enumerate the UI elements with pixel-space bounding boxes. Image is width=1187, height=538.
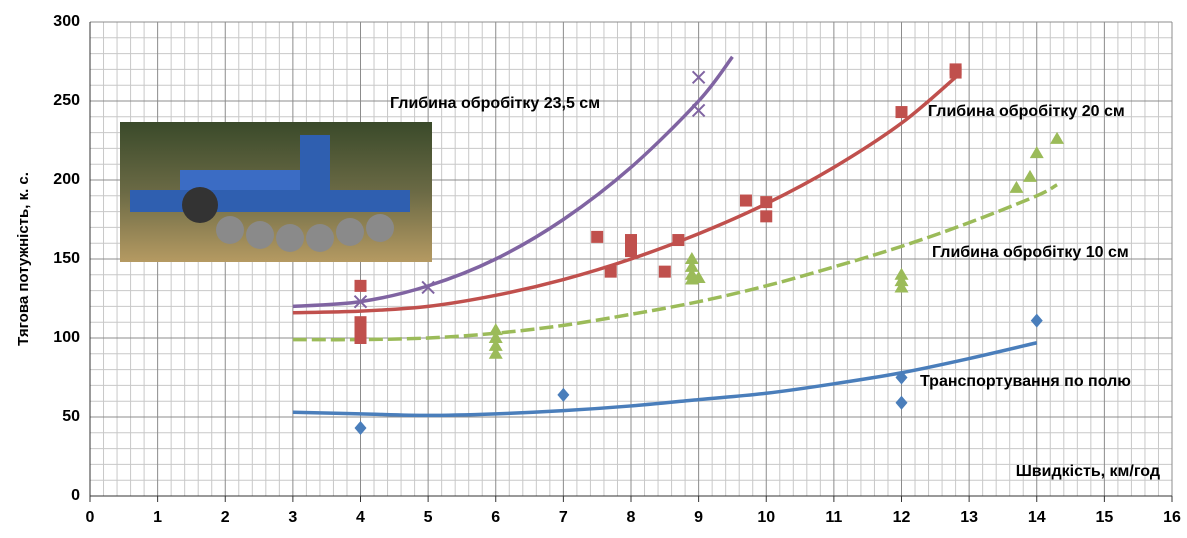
point <box>740 195 752 207</box>
x-axis-label: Швидкість, км/год <box>1016 463 1160 480</box>
x-tick-label: 15 <box>1095 509 1113 526</box>
photo <box>120 122 432 262</box>
x-tick-label: 11 <box>825 509 842 526</box>
point <box>557 388 569 402</box>
x-tick-label: 12 <box>893 509 911 526</box>
series-label: Глибина обробітку 23,5 см <box>390 95 600 112</box>
point <box>760 196 772 208</box>
series-label: Глибина обробітку 10 см <box>932 244 1129 261</box>
point <box>605 266 617 278</box>
point <box>591 231 603 243</box>
y-tick-label: 50 <box>62 408 80 425</box>
y-tick-label: 300 <box>53 13 80 30</box>
series-label: Глибина обробітку 20 см <box>928 103 1125 120</box>
y-tick-label: 150 <box>53 250 80 267</box>
x-tick-label: 3 <box>288 509 297 526</box>
point <box>896 106 908 118</box>
x-tick-label: 1 <box>153 509 162 526</box>
point <box>896 396 908 410</box>
x-tick-label: 16 <box>1163 509 1181 526</box>
point <box>760 210 772 222</box>
x-tick-label: 4 <box>356 509 365 526</box>
x-tick-label: 6 <box>491 509 500 526</box>
point <box>1031 314 1043 328</box>
point <box>950 67 962 79</box>
x-tick-label: 2 <box>221 509 230 526</box>
point <box>659 266 671 278</box>
point <box>1009 181 1023 193</box>
point <box>355 332 367 344</box>
y-tick-label: 200 <box>53 171 80 188</box>
x-tick-label: 10 <box>757 509 775 526</box>
point <box>1050 132 1064 144</box>
x-tick-label: 0 <box>86 509 95 526</box>
x-tick-label: 7 <box>559 509 568 526</box>
x-tick-label: 9 <box>694 509 703 526</box>
x-tick-label: 8 <box>627 509 636 526</box>
y-tick-label: 100 <box>53 329 80 346</box>
point <box>672 234 684 246</box>
x-tick-label: 5 <box>424 509 433 526</box>
chart: Тягова потужність, к. с. Швидкість, км/г… <box>0 0 1187 533</box>
y-tick-label: 0 <box>71 487 80 504</box>
point <box>355 280 367 292</box>
point <box>625 245 637 257</box>
x-tick-label: 14 <box>1028 509 1046 526</box>
point <box>1023 170 1037 182</box>
y-tick-label: 250 <box>53 92 80 109</box>
x-tick-label: 13 <box>960 509 978 526</box>
series-label: Транспортування по полю <box>920 373 1131 390</box>
point <box>895 280 909 292</box>
y-axis-label: Тягова потужність, к. с. <box>15 172 32 346</box>
